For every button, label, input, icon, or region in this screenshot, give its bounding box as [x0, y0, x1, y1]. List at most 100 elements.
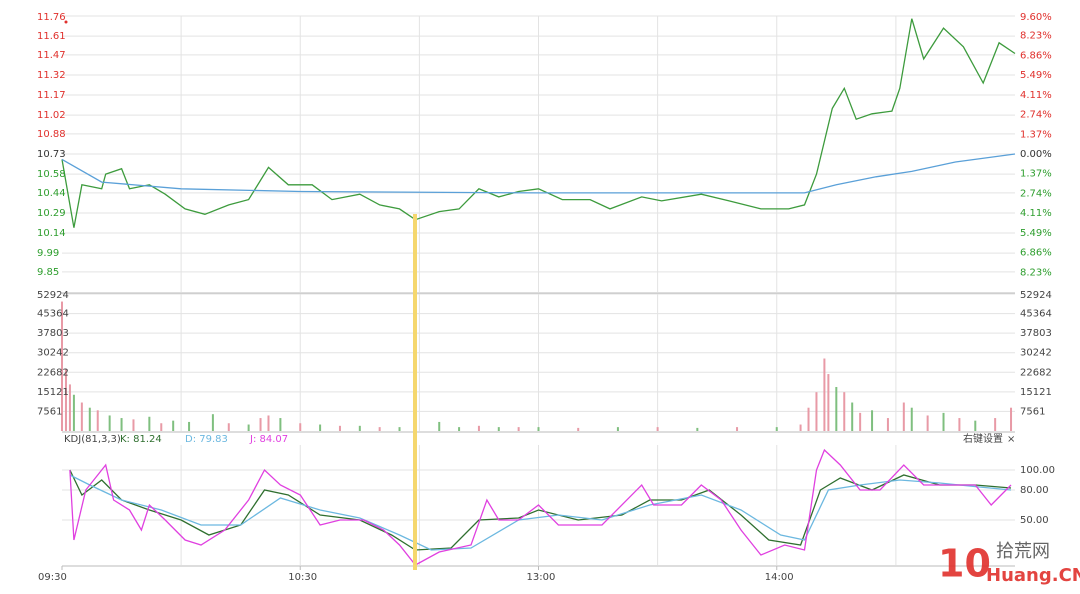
- volume-bar: [910, 407, 913, 431]
- volume-bar: [859, 412, 862, 431]
- volume-bar: [843, 392, 846, 431]
- volume-bar: [823, 358, 826, 431]
- volume-bar: [577, 427, 580, 431]
- volume-bar: [926, 415, 929, 431]
- y2-tick-label: 4.11%: [1020, 208, 1052, 219]
- volume-bar: [827, 374, 830, 431]
- y2-tick-label: 100.00: [1020, 465, 1055, 476]
- volume-bar: [974, 420, 977, 431]
- volume-bar: [72, 394, 75, 431]
- volume-bar: [64, 368, 67, 431]
- volume-bar: [188, 421, 191, 431]
- close-button[interactable]: ×: [1007, 434, 1015, 445]
- y2-tick-label: 5.49%: [1020, 70, 1052, 81]
- volume-bar: [537, 427, 540, 431]
- y2-tick-label: 8.23%: [1020, 31, 1052, 42]
- volume-bar: [458, 427, 461, 431]
- y-tick-label-right: 52924: [1020, 290, 1052, 301]
- marker-dot: [64, 20, 68, 24]
- series-line: [61, 153, 1016, 194]
- x-tick-label: 14:00: [765, 572, 794, 583]
- volume-bar: [815, 392, 818, 431]
- y-tick-label: 10.29: [37, 208, 66, 219]
- volume-bar: [267, 415, 270, 431]
- legend-entry: K: 81.24: [120, 434, 162, 445]
- kdj-title: KDJ(81,3,3): [64, 434, 121, 445]
- series-line: [61, 18, 1016, 228]
- volume-bar: [871, 410, 874, 431]
- volume-bar: [96, 410, 99, 431]
- volume-bar: [517, 427, 520, 431]
- volume-bar: [160, 423, 163, 431]
- y-tick-label: 10.44: [37, 188, 66, 199]
- volume-bar: [775, 427, 778, 431]
- volume-bar: [88, 407, 91, 431]
- y-tick-label: 11.76: [37, 12, 66, 23]
- watermark-logo: 10: [938, 542, 991, 586]
- x-tick-label: 13:00: [527, 572, 556, 583]
- volume-bar: [799, 424, 802, 431]
- volume-bar: [958, 418, 961, 431]
- volume-bar: [438, 421, 441, 431]
- series-line: [69, 448, 1012, 566]
- y-tick-label: 7561: [37, 406, 62, 417]
- y-tick-label-right: 7561: [1020, 406, 1045, 417]
- y-tick-label: 9.99: [37, 248, 59, 259]
- volume-bar: [279, 418, 282, 431]
- legend-entry: J: 84.07: [249, 434, 288, 445]
- y-tick-label: 11.02: [37, 110, 66, 121]
- volume-bar: [736, 427, 739, 431]
- y2-tick-label: 9.60%: [1020, 12, 1052, 23]
- volume-bar: [148, 416, 151, 431]
- volume-bar: [807, 407, 810, 431]
- volume-bar: [994, 418, 997, 431]
- y-tick-label-right: 45364: [1020, 309, 1052, 320]
- series-line: [69, 469, 1012, 551]
- y2-tick-label: 0.00%: [1020, 149, 1052, 160]
- grid: [62, 15, 1015, 565]
- y-tick-label-right: 37803: [1020, 328, 1052, 339]
- y2-tick-label: 2.74%: [1020, 110, 1052, 121]
- x-tick-label: 10:30: [288, 572, 317, 583]
- volume-bar: [120, 418, 123, 431]
- y2-tick-label: 80.00: [1020, 485, 1049, 496]
- volume-bar: [299, 423, 302, 431]
- volume-bar: [902, 402, 905, 431]
- volume-bar: [319, 424, 322, 431]
- volume-bar: [61, 301, 63, 431]
- y2-tick-label: 8.23%: [1020, 267, 1052, 278]
- settings-button[interactable]: 右键设置: [963, 432, 1003, 445]
- y2-tick-label: 2.74%: [1020, 188, 1052, 199]
- y-tick-label: 15121: [37, 387, 69, 398]
- y-tick-label: 10.88: [37, 129, 66, 140]
- volume-bar: [616, 427, 619, 431]
- volume-bar: [378, 427, 381, 431]
- volume-bar: [227, 423, 230, 431]
- volume-bar: [398, 427, 401, 431]
- y-tick-label: 10.73: [37, 149, 66, 160]
- volume-bar: [851, 402, 854, 431]
- y-tick-label-right: 22682: [1020, 367, 1052, 378]
- y-tick-label: 11.61: [37, 31, 66, 42]
- y-tick-label: 11.32: [37, 70, 66, 81]
- volume-bar: [211, 414, 214, 431]
- volume-bar: [886, 418, 889, 431]
- y2-tick-label: 6.86%: [1020, 248, 1052, 259]
- y2-tick-label: 5.49%: [1020, 228, 1052, 239]
- cursor-line: [413, 214, 417, 570]
- volume-bar: [835, 386, 838, 431]
- volume-bar: [656, 427, 659, 431]
- volume-bar: [358, 425, 361, 431]
- volume-bar: [477, 425, 480, 431]
- y-tick-label-right: 30242: [1020, 348, 1052, 359]
- y-tick-label-right: 15121: [1020, 387, 1052, 398]
- y-tick-label: 22682: [37, 367, 69, 378]
- volume-bar: [497, 427, 500, 431]
- y2-tick-label: 4.11%: [1020, 90, 1052, 101]
- volume-bar: [132, 419, 135, 431]
- volume-bar: [942, 412, 945, 431]
- y-tick-label: 52924: [37, 290, 69, 301]
- y2-tick-label: 1.37%: [1020, 169, 1052, 180]
